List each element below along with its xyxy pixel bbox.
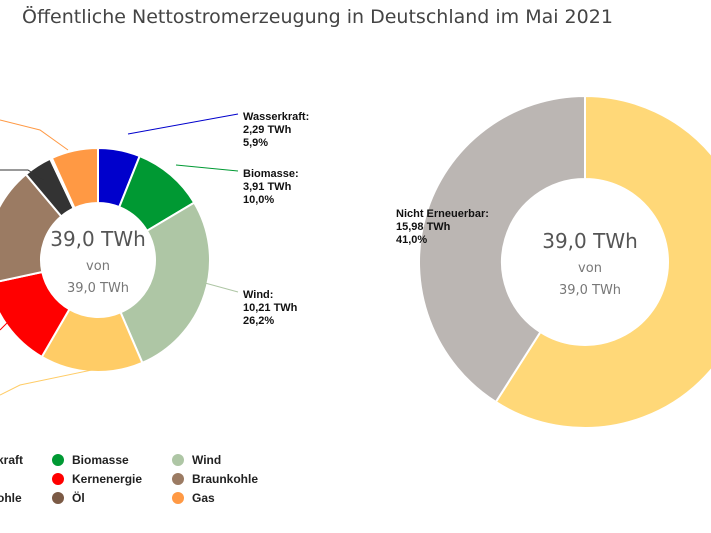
label-value: 15,98 TWh xyxy=(396,221,451,233)
legend-item-gas[interactable]: Gas xyxy=(192,491,215,505)
label-name: Nicht Erneuerbar: xyxy=(396,208,489,220)
leader-line xyxy=(175,164,239,172)
label-percent: 5,9% xyxy=(243,137,268,149)
legend-item-wasserkraft[interactable]: kraft xyxy=(0,453,23,467)
legend-marker xyxy=(52,492,64,504)
leader-line xyxy=(204,282,239,293)
legend-item-wind[interactable]: Wind xyxy=(192,453,221,467)
legend-item-öl[interactable]: Öl xyxy=(72,490,85,505)
center-total: 39,0 TWh xyxy=(559,283,621,298)
slice-gas[interactable] xyxy=(50,146,99,210)
center-value: 39,0 TWh xyxy=(50,227,146,251)
slice-nicht-erneuerbar[interactable] xyxy=(418,94,586,404)
label-percent: 10,0% xyxy=(243,194,274,206)
center-of-label: von xyxy=(578,261,602,276)
legend-item-braunkohle[interactable]: Braunkohle xyxy=(192,472,258,486)
leader-line xyxy=(0,119,69,151)
legend-marker xyxy=(172,492,184,504)
donut-2 xyxy=(418,94,711,429)
label-name: Biomasse: xyxy=(243,168,299,180)
label-percent: 26,2% xyxy=(243,315,274,327)
donut-1 xyxy=(0,146,211,373)
slice-kernenergie[interactable] xyxy=(0,270,71,359)
leader-line xyxy=(0,169,44,181)
label-value: 3,91 TWh xyxy=(243,181,292,193)
center-value: 39,0 TWh xyxy=(542,229,638,253)
legend-marker xyxy=(172,454,184,466)
legend-item-biomasse[interactable]: Biomasse xyxy=(72,453,129,467)
leader-line xyxy=(127,113,239,135)
legend-marker xyxy=(52,454,64,466)
center-of-label: von xyxy=(86,259,110,274)
label-name: Wasserkraft: xyxy=(243,111,309,123)
leader-line xyxy=(0,317,13,331)
label-value: 10,21 TWh xyxy=(243,302,298,314)
label-name: Wind: xyxy=(243,289,273,301)
leader-line xyxy=(0,351,96,396)
chart-title: Öffentliche Nettostromerzeugung in Deuts… xyxy=(22,6,613,28)
center-total: 39,0 TWh xyxy=(67,281,129,296)
legend-marker xyxy=(52,473,64,485)
label-percent: 41,0% xyxy=(396,234,427,246)
slice-wind[interactable] xyxy=(119,201,211,365)
label-value: 2,29 TWh xyxy=(243,124,292,136)
legend-marker xyxy=(172,473,184,485)
slice-erneuerbar[interactable] xyxy=(494,94,711,429)
legend-item-kernenergie[interactable]: Kernenergie xyxy=(72,472,142,486)
legend-item-steinkohle[interactable]: ohle xyxy=(0,491,22,505)
